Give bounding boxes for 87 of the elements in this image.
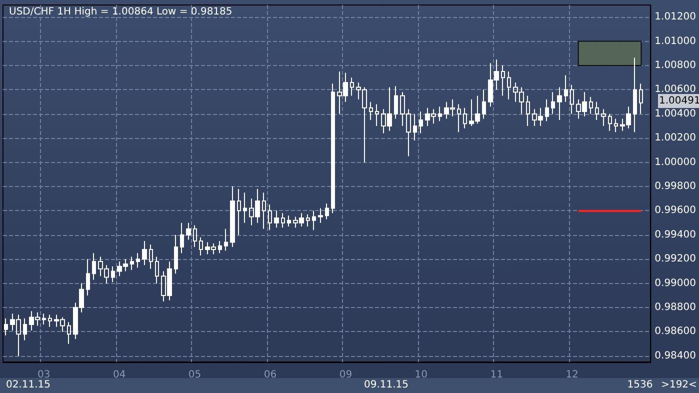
candlestick bbox=[482, 89, 486, 120]
candlestick bbox=[199, 236, 203, 256]
y-tick-label: 0.99600 bbox=[654, 205, 696, 216]
candlestick bbox=[218, 240, 222, 254]
candlestick bbox=[155, 256, 159, 284]
candlestick bbox=[639, 83, 643, 114]
candlestick bbox=[438, 106, 442, 122]
candlestick bbox=[350, 77, 354, 96]
x-tick-label: 06 bbox=[264, 370, 277, 380]
candlestick bbox=[268, 204, 272, 231]
candlestick bbox=[608, 113, 612, 132]
candlestick bbox=[136, 252, 140, 268]
candlestick bbox=[375, 104, 379, 127]
candlestick bbox=[318, 208, 323, 224]
chart-title: USD/CHF 1H High = 1.00864 Low = 0.98185 bbox=[9, 6, 232, 18]
candlestick bbox=[262, 192, 266, 230]
y-tick-label: 1.00600 bbox=[654, 84, 696, 96]
text: 1.00491 bbox=[659, 96, 699, 106]
candlestick bbox=[589, 96, 593, 114]
candlestick bbox=[325, 202, 329, 220]
candlestick bbox=[507, 71, 511, 100]
x-tick-label: 12 bbox=[566, 370, 578, 380]
candlestick bbox=[111, 266, 115, 283]
candlestick bbox=[243, 192, 247, 224]
candlestick bbox=[224, 228, 228, 252]
candlestick bbox=[274, 210, 279, 228]
x-tick-label: 09 bbox=[339, 370, 352, 380]
candlestick bbox=[142, 240, 147, 266]
candlestick bbox=[463, 107, 467, 129]
y-tick-label: 1.00400 bbox=[654, 108, 696, 120]
y-tick-label: 0.99800 bbox=[654, 181, 696, 192]
y-tick-label: 0.99200 bbox=[654, 254, 696, 265]
x-tick-label: 03 bbox=[38, 370, 50, 380]
x-tick-label: 04 bbox=[112, 370, 126, 380]
candlestick bbox=[287, 215, 291, 227]
candlestick bbox=[230, 186, 235, 248]
candlestick bbox=[193, 224, 197, 248]
candlestick bbox=[331, 83, 335, 214]
candlestick bbox=[312, 210, 316, 231]
candlestick bbox=[526, 95, 530, 127]
y-tick-label: 1.01000 bbox=[654, 36, 696, 47]
candlestick bbox=[23, 318, 27, 341]
candlestick bbox=[4, 318, 8, 336]
candlestick bbox=[306, 214, 310, 227]
candlestick bbox=[614, 118, 618, 133]
text: 1536 bbox=[627, 380, 653, 390]
candlestick bbox=[633, 57, 637, 133]
candlestick bbox=[570, 84, 574, 114]
candlestick bbox=[501, 65, 505, 96]
candlestick bbox=[186, 222, 191, 240]
text: 09.11.15 bbox=[364, 380, 409, 390]
y-tick-label: 0.99400 bbox=[654, 229, 696, 240]
y-tick-label: 1.00200 bbox=[654, 132, 696, 144]
candlestick bbox=[601, 108, 606, 127]
candlestick bbox=[42, 313, 46, 325]
candlestick bbox=[48, 314, 52, 328]
candlestick bbox=[281, 212, 285, 228]
candlestick bbox=[551, 92, 555, 114]
candlestick bbox=[86, 258, 90, 296]
candlestick bbox=[174, 234, 178, 274]
candlestick bbox=[557, 86, 562, 120]
x-tick-label: 10 bbox=[414, 370, 428, 380]
y-tick-label: 1.00000 bbox=[654, 156, 696, 168]
candlestick bbox=[92, 252, 96, 280]
candlestick bbox=[564, 74, 568, 102]
candlestick bbox=[419, 110, 423, 134]
candlestick bbox=[130, 256, 134, 271]
text: >192< bbox=[661, 380, 697, 390]
y-tick-label: 0.98400 bbox=[654, 350, 696, 362]
candlestick bbox=[545, 98, 549, 122]
candlestick bbox=[394, 86, 398, 120]
y-tick-label: 1.01200 bbox=[654, 12, 696, 23]
x-tick-label: 05 bbox=[188, 370, 202, 380]
text: 02.11.15 bbox=[6, 380, 51, 390]
candlestick bbox=[369, 101, 373, 120]
y-tick-label: 1.00800 bbox=[654, 60, 696, 72]
y-tick-label: 0.99000 bbox=[654, 278, 696, 289]
candlestick bbox=[180, 222, 184, 254]
x-tick-label: 11 bbox=[490, 370, 503, 380]
candlestick bbox=[595, 101, 599, 120]
candlestick bbox=[457, 104, 461, 133]
y-tick-label: 0.98800 bbox=[654, 302, 696, 314]
candlestick bbox=[237, 188, 241, 236]
candlestick bbox=[413, 113, 417, 142]
candlestick bbox=[67, 322, 71, 344]
y-tick-label: 0.98600 bbox=[654, 326, 696, 338]
candlestick bbox=[149, 244, 153, 270]
